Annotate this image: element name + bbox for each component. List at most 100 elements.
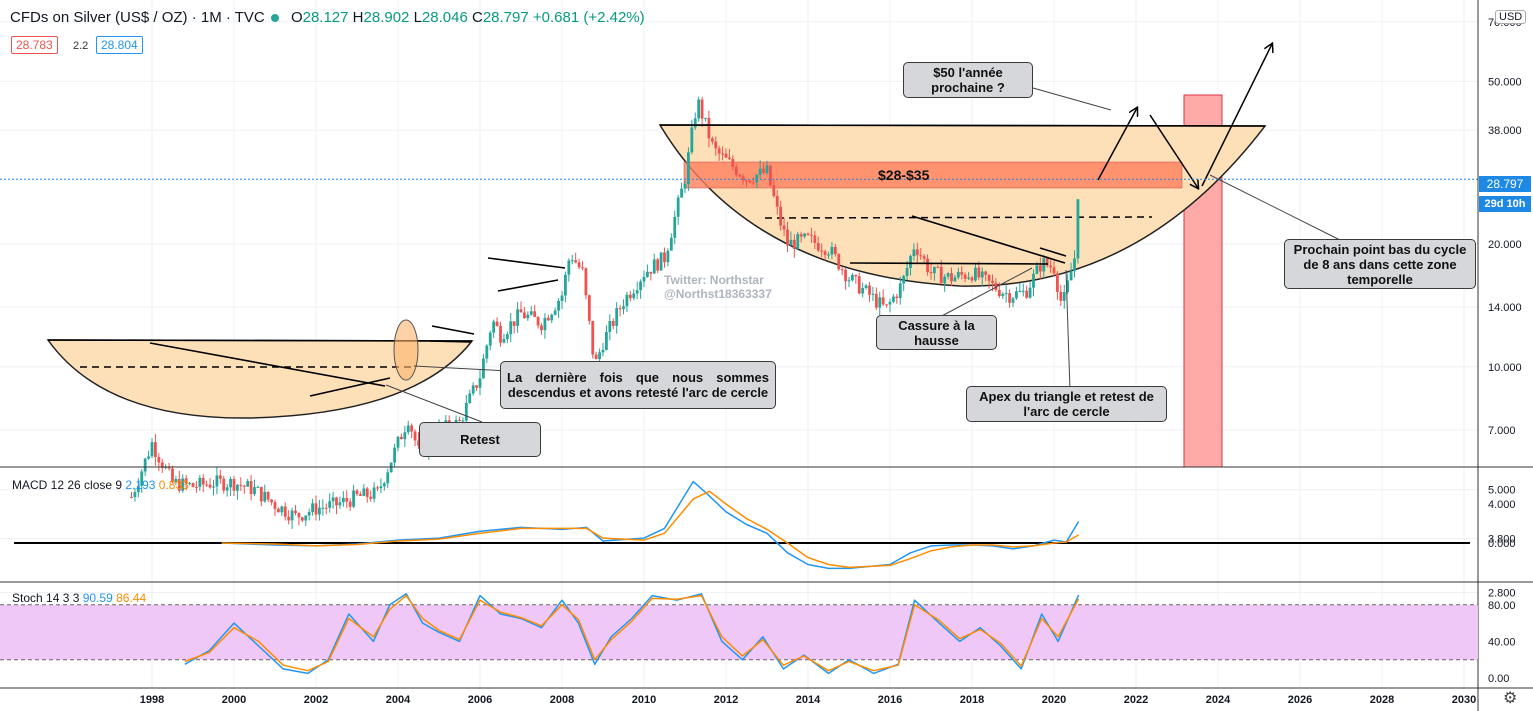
- candle-body: [1001, 293, 1005, 296]
- candle-body: [642, 276, 646, 282]
- ask-price[interactable]: 28.804: [96, 36, 143, 54]
- candle-body: [502, 339, 506, 343]
- candle-body: [994, 282, 998, 291]
- candle-body: [974, 267, 977, 281]
- candle-body: [885, 304, 888, 306]
- macd-value: 2.193: [125, 478, 156, 492]
- trend-line: [487, 257, 566, 269]
- candle-body: [359, 494, 362, 496]
- trend-line: [149, 342, 386, 387]
- bid-price[interactable]: 28.783: [11, 36, 58, 54]
- currency-button[interactable]: USD: [1495, 10, 1527, 24]
- watermark-line-1: Twitter: Northstar: [664, 273, 764, 287]
- candle-body: [635, 290, 639, 294]
- candle-body: [304, 515, 308, 521]
- candle-body: [977, 267, 981, 278]
- settings-gear-icon[interactable]: ⚙: [1503, 690, 1518, 707]
- watermark-line-2: @Northst18363337: [664, 287, 772, 301]
- candle-body: [396, 436, 400, 448]
- time-tick: 2024: [1206, 694, 1231, 706]
- candle-body: [823, 251, 827, 256]
- candle-body: [673, 216, 677, 238]
- time-tick: 2028: [1370, 694, 1394, 706]
- candle-body: [782, 225, 786, 230]
- price-tick: 50.000: [1488, 76, 1522, 88]
- candle-body: [277, 508, 280, 513]
- candle-body: [1038, 265, 1042, 272]
- candle-body: [816, 242, 820, 251]
- candle-body: [154, 442, 157, 458]
- candle-body: [598, 352, 601, 360]
- close-value: 28.797: [482, 9, 529, 26]
- callout-pointer: [1032, 87, 1112, 111]
- time-tick: 2008: [550, 694, 574, 706]
- candle-body: [936, 266, 940, 268]
- candle-body: [341, 497, 345, 503]
- candle-body: [574, 260, 578, 263]
- right-dashed-line: [764, 216, 1153, 219]
- note-breakout[interactable]: Cassure à la hausse: [876, 315, 997, 350]
- candle-body: [796, 234, 800, 249]
- candle-body: [611, 321, 615, 326]
- price-zone-28-35: [683, 161, 1183, 189]
- note-apex[interactable]: Apex du triangle et retest de l'arc de c…: [966, 386, 1167, 422]
- price-tick: 3.800: [1488, 533, 1516, 545]
- close-label: C: [471, 9, 483, 26]
- range-label: $28-$35: [878, 167, 930, 183]
- candle-body: [181, 478, 185, 491]
- candle-body: [222, 478, 226, 491]
- candle-body: [348, 501, 352, 507]
- candle-body: [519, 309, 523, 313]
- candle-body: [878, 297, 882, 308]
- candle-body: [136, 485, 140, 493]
- watermark: Twitter: Northstar @Northst18363337: [664, 273, 772, 301]
- candle-body: [905, 267, 909, 277]
- candle-body: [133, 492, 137, 498]
- candle-body: [970, 277, 974, 281]
- candle-body: [946, 273, 950, 277]
- candle-body: [577, 262, 581, 268]
- note-next-low[interactable]: Prochain point bas du cycle de 8 ans dan…: [1284, 239, 1476, 289]
- candle-body: [980, 271, 984, 278]
- symbol-title[interactable]: CFDs on Silver (US$ / OZ) · 1M · TVC: [10, 9, 265, 26]
- note-last-time[interactable]: La dernière fois que nous sommes descend…: [500, 361, 776, 409]
- signal-value: 0.833: [158, 478, 189, 492]
- candle-body: [1066, 280, 1070, 293]
- note-fifty[interactable]: $50 l'année prochaine ?: [903, 62, 1033, 98]
- candle-body: [458, 419, 461, 421]
- candle-body: [526, 314, 530, 319]
- price-tick: 38.000: [1488, 125, 1522, 137]
- candle-body: [605, 331, 608, 350]
- macd-title: MACD 12 26 close 9: [12, 478, 123, 492]
- candle-body: [150, 442, 154, 457]
- candle-body: [1062, 292, 1066, 301]
- candle-body: [376, 487, 379, 489]
- candle-body: [492, 321, 496, 333]
- candle-body: [482, 358, 485, 379]
- candle-body: [847, 280, 851, 282]
- candle-body: [372, 487, 376, 499]
- candle-body: [471, 385, 475, 394]
- candle-body: [676, 197, 680, 217]
- candle-body: [810, 234, 813, 236]
- candle-body: [403, 432, 407, 440]
- candle-body: [874, 293, 878, 308]
- candle-body: [157, 457, 161, 463]
- candle-body: [851, 274, 854, 281]
- candle-body: [546, 317, 550, 321]
- macd-legend: MACD 12 26 close 9 2.193 0.833: [12, 478, 189, 492]
- candle-body: [991, 280, 994, 283]
- candle-body: [915, 249, 919, 256]
- candle-body: [147, 456, 150, 459]
- candle-body: [639, 281, 642, 291]
- callout-pointer: [1065, 269, 1071, 391]
- candle-body: [892, 296, 895, 302]
- note-retest[interactable]: Retest: [419, 422, 541, 457]
- candle-body: [188, 483, 191, 485]
- candle-body: [557, 300, 560, 311]
- candle-body: [926, 258, 929, 272]
- time-tick: 2030: [1452, 694, 1476, 706]
- candle-body: [912, 249, 916, 257]
- candle-body: [1042, 258, 1046, 272]
